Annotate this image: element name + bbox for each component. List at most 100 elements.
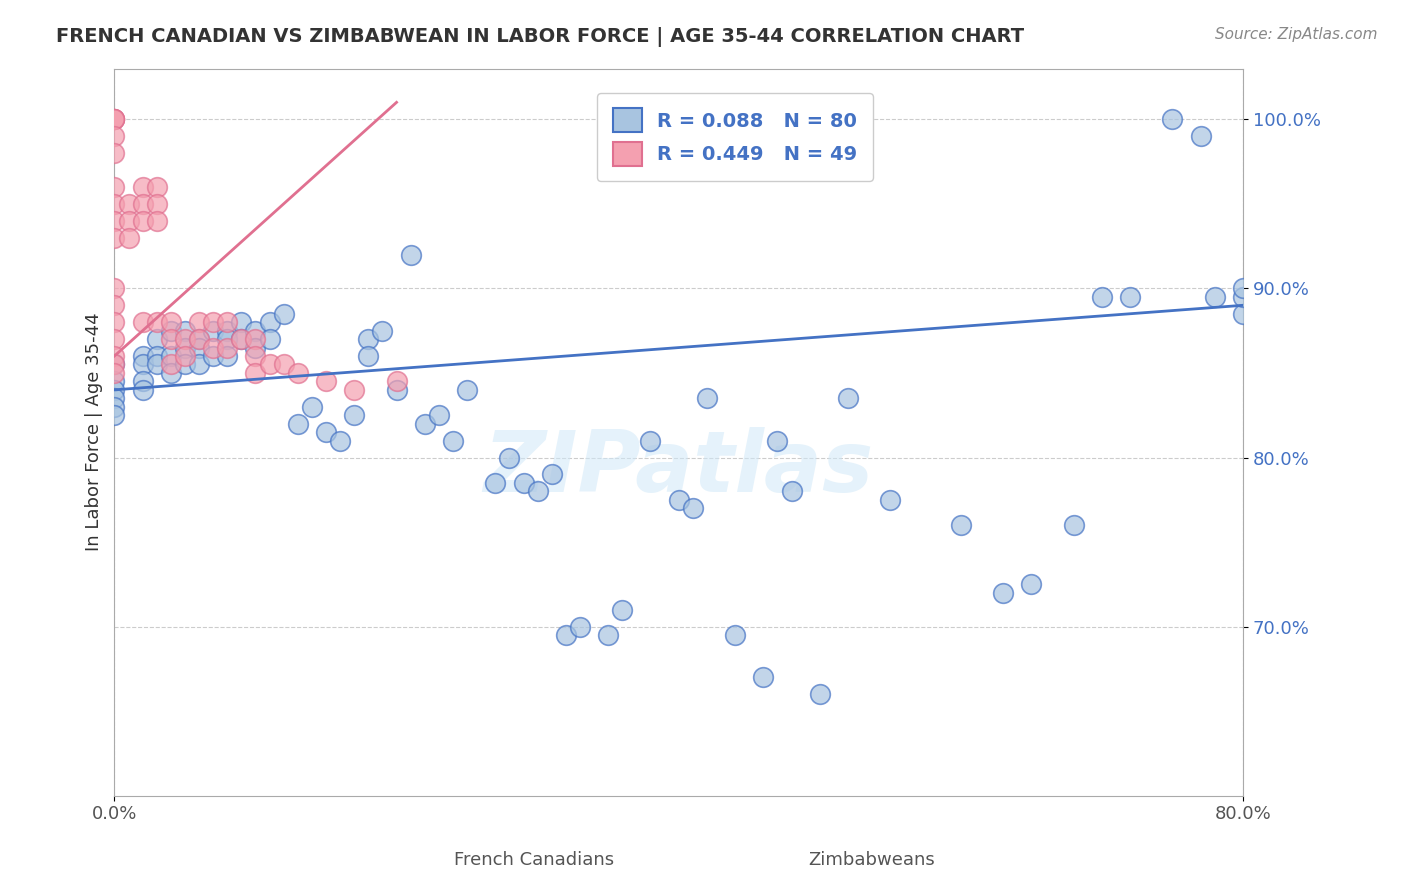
Point [1232,307,1254,321]
Point [640,434,662,448]
Point [682,501,704,516]
Point [780,484,803,499]
Point [217,315,239,329]
Text: FRENCH CANADIAN VS ZIMBABWEAN IN LABOR FORCE | AGE 35-44 CORRELATION CHART: FRENCH CANADIAN VS ZIMBABWEAN IN LABOR F… [56,27,1025,46]
Point [160,358,183,372]
Point [598,628,620,642]
Point [117,196,139,211]
Point [160,349,183,363]
Point [1021,577,1043,591]
Point [696,392,718,406]
Point [217,341,239,355]
Point [1232,290,1254,304]
Point [131,180,153,194]
Point [724,628,747,642]
Point [217,349,239,363]
Point [1189,129,1212,144]
Point [103,112,125,127]
Point [301,400,323,414]
Point [245,324,267,338]
Point [103,112,125,127]
Point [612,603,634,617]
Point [427,409,450,423]
Point [512,475,534,490]
Point [568,620,591,634]
Point [103,196,125,211]
Point [103,112,125,127]
Point [949,518,972,533]
Point [103,213,125,227]
Point [188,315,211,329]
Point [103,129,125,144]
Point [103,375,125,389]
Point [160,366,183,380]
Point [131,375,153,389]
Point [357,349,380,363]
Text: ZIPatlas: ZIPatlas [484,427,873,510]
Point [540,467,562,482]
Point [1204,290,1226,304]
Point [103,400,125,414]
Point [1232,281,1254,295]
Point [174,341,197,355]
Point [174,332,197,346]
Legend: R = 0.088   N = 80, R = 0.449   N = 49: R = 0.088 N = 80, R = 0.449 N = 49 [598,93,873,181]
Text: Source: ZipAtlas.com: Source: ZipAtlas.com [1215,27,1378,42]
Point [117,213,139,227]
Point [188,332,211,346]
Point [245,349,267,363]
Point [441,434,464,448]
Point [526,484,548,499]
Point [131,315,153,329]
Point [357,332,380,346]
Point [668,492,690,507]
Point [231,332,253,346]
Y-axis label: In Labor Force | Age 35-44: In Labor Force | Age 35-44 [86,313,103,551]
Point [329,434,352,448]
Point [343,409,366,423]
Point [766,434,789,448]
Point [103,315,125,329]
Point [231,315,253,329]
Point [371,324,394,338]
Point [399,247,422,261]
Point [103,332,125,346]
Point [287,417,309,431]
Point [315,425,337,439]
Point [202,315,225,329]
Point [174,324,197,338]
Point [245,366,267,380]
Point [456,383,478,397]
Point [1063,518,1085,533]
Point [498,450,520,465]
Text: French Canadians: French Canadians [454,851,614,869]
Point [752,670,775,684]
Point [103,230,125,244]
Point [202,341,225,355]
Point [808,687,831,701]
Point [413,417,436,431]
Point [174,349,197,363]
Point [103,358,125,372]
Text: Zimbabweans: Zimbabweans [808,851,935,869]
Point [145,213,167,227]
Point [145,196,167,211]
Point [160,332,183,346]
Point [188,358,211,372]
Point [103,358,125,372]
Point [103,383,125,397]
Point [879,492,901,507]
Point [231,332,253,346]
Point [245,341,267,355]
Point [315,375,337,389]
Point [117,230,139,244]
Point [103,180,125,194]
Point [202,324,225,338]
Point [343,383,366,397]
Point [103,366,125,380]
Point [131,358,153,372]
Point [174,358,197,372]
Point [259,315,281,329]
Point [385,383,408,397]
Point [991,586,1014,600]
